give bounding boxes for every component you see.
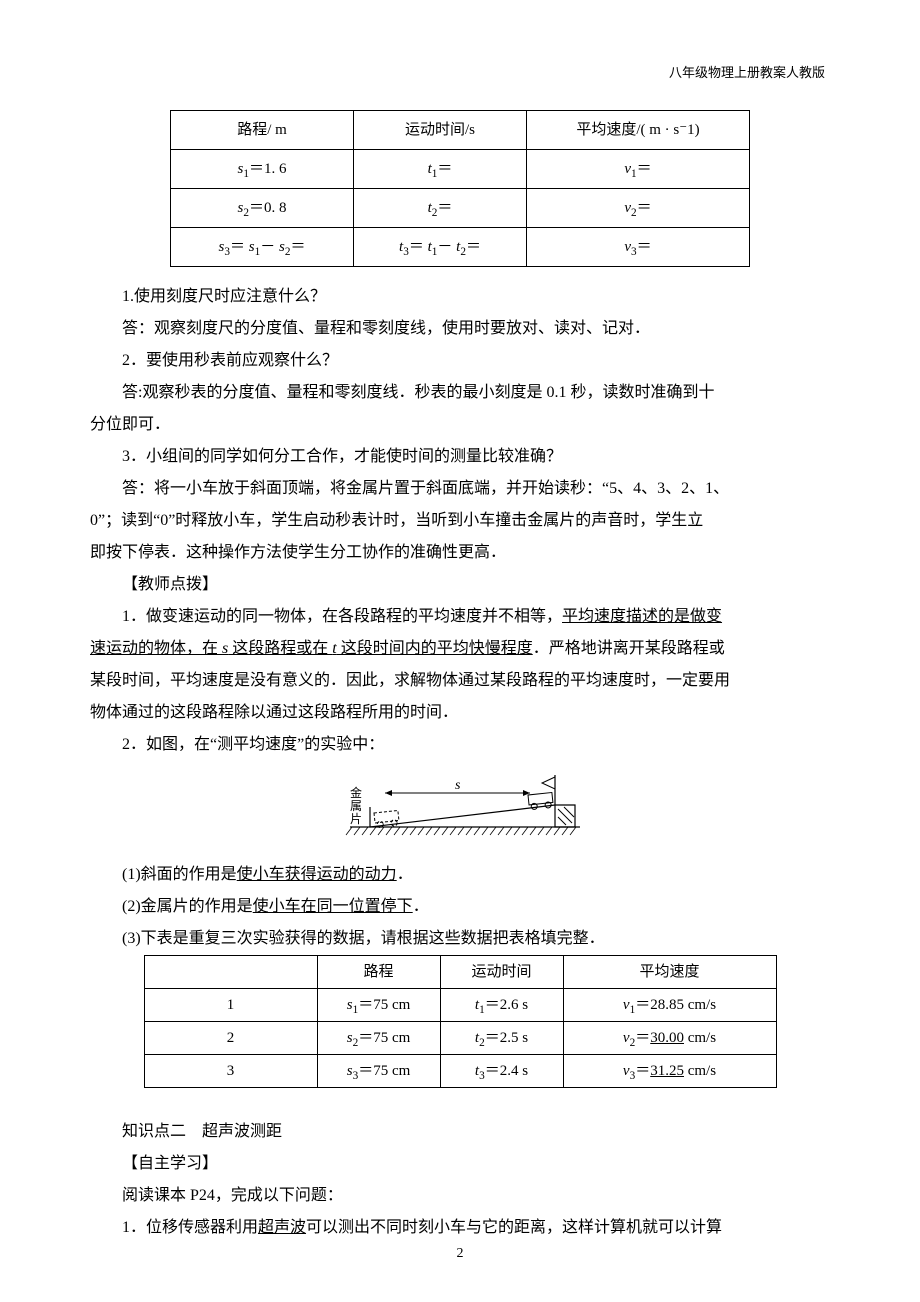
t2-r2-n: 2 <box>144 1022 317 1055</box>
t2-r2-s: s2＝75 cm <box>317 1022 440 1055</box>
t2-h1: 路程 <box>317 956 440 989</box>
t1-r2c1: s2＝0. 8 <box>171 189 354 228</box>
t1-r1c1: s1＝1. 6 <box>171 150 354 189</box>
q2: 2．要使用秒表前应观察什么？ <box>90 345 830 377</box>
teacher-p1a: 1．做变速运动的同一物体，在各段路程的平均速度并不相等，平均速度描述的是做变 <box>90 601 830 633</box>
a1: 答：观察刻度尺的分度值、量程和零刻度线，使用时要放对、读对、记对． <box>90 313 830 345</box>
a3b: 0”；读到“0”时释放小车，学生启动秒表计时，当听到小车撞击金属片的声音时，学生… <box>90 505 830 537</box>
teacher-p1d: 物体通过的这段路程除以通过这段路程所用的时间． <box>90 697 830 729</box>
t1-r2c3: v2＝ <box>527 189 750 228</box>
kp2-sub: 【自主学习】 <box>90 1148 830 1180</box>
a2b: 分位即可． <box>90 409 830 441</box>
t2-h0 <box>144 956 317 989</box>
t2-r3-s: s3＝75 cm <box>317 1055 440 1088</box>
exp-3: (3)下表是重复三次实验获得的数据，请根据这些数据把表格填完整． <box>90 923 830 955</box>
t1-r1c3: v1＝ <box>527 150 750 189</box>
exp-1: (1)斜面的作用是使小车获得运动的动力． <box>90 859 830 891</box>
exp-2: (2)金属片的作用是使小车在同一位置停下． <box>90 891 830 923</box>
t2-r3-v: v3＝31.25 cm/s <box>563 1055 776 1088</box>
t1-h1: 路程/ m <box>171 111 354 150</box>
q3: 3．小组间的同学如何分工合作，才能使时间的测量比较准确？ <box>90 441 830 473</box>
t1-h2: 运动时间/s <box>354 111 527 150</box>
a3a: 答：将一小车放于斜面顶端，将金属片置于斜面底端，并开始读秒：“5、4、3、2、1… <box>90 473 830 505</box>
diagram-s-label: s <box>455 778 461 793</box>
q1: 1.使用刻度尺时应注意什么？ <box>90 281 830 313</box>
data-table-1: 路程/ m 运动时间/s 平均速度/( m · s⁻1) s1＝1. 6 t1＝… <box>170 110 750 267</box>
t1-r2c2: t2＝ <box>354 189 527 228</box>
a3c: 即按下停表．这种操作方法使学生分工协作的准确性更高． <box>90 537 830 569</box>
teacher-p1b: 速运动的物体，在 s 这段路程或在 t 这段时间内的平均快慢程度．严格地讲离开某… <box>90 633 830 665</box>
teacher-title: 【教师点拨】 <box>90 569 830 601</box>
t1-r3c3: v3＝ <box>527 228 750 267</box>
diagram-label-3: 片 <box>350 812 362 826</box>
kp2-title: 知识点二 超声波测距 <box>90 1116 830 1148</box>
page-number: 2 <box>0 1240 920 1268</box>
t1-r3c2: t3＝ t1－ t2＝ <box>354 228 527 267</box>
t2-r1-n: 1 <box>144 989 317 1022</box>
t1-r3c1: s3＝ s1－ s2＝ <box>171 228 354 267</box>
incline-diagram: s 金 属 片 <box>90 767 830 849</box>
kp2-read: 阅读课本 P24，完成以下问题： <box>90 1180 830 1212</box>
page-header-right: 八年级物理上册教案人教版 <box>669 60 825 86</box>
t2-r2-t: t2＝2.5 s <box>440 1022 563 1055</box>
t2-r1-s: s1＝75 cm <box>317 989 440 1022</box>
t2-r3-n: 3 <box>144 1055 317 1088</box>
t2-h3: 平均速度 <box>563 956 776 989</box>
t2-r3-t: t3＝2.4 s <box>440 1055 563 1088</box>
t2-h2: 运动时间 <box>440 956 563 989</box>
t1-r1c2: t1＝ <box>354 150 527 189</box>
diagram-label-2: 属 <box>350 799 362 813</box>
a2a: 答:观察秒表的分度值、量程和零刻度线．秒表的最小刻度是 0.1 秒，读数时准确到… <box>90 377 830 409</box>
t2-r1-v: v1＝28.85 cm/s <box>563 989 776 1022</box>
t1-h3: 平均速度/( m · s⁻1) <box>527 111 750 150</box>
teacher-p2: 2．如图，在“测平均速度”的实验中： <box>90 729 830 761</box>
t2-r2-v: v2＝30.00 cm/s <box>563 1022 776 1055</box>
diagram-label-1: 金 <box>350 785 362 800</box>
teacher-p1c: 某段时间，平均速度是没有意义的．因此，求解物体通过某段路程的平均速度时，一定要用 <box>90 665 830 697</box>
t2-r1-t: t1＝2.6 s <box>440 989 563 1022</box>
data-table-2: 路程 运动时间 平均速度 1 s1＝75 cm t1＝2.6 s v1＝28.8… <box>144 955 777 1088</box>
